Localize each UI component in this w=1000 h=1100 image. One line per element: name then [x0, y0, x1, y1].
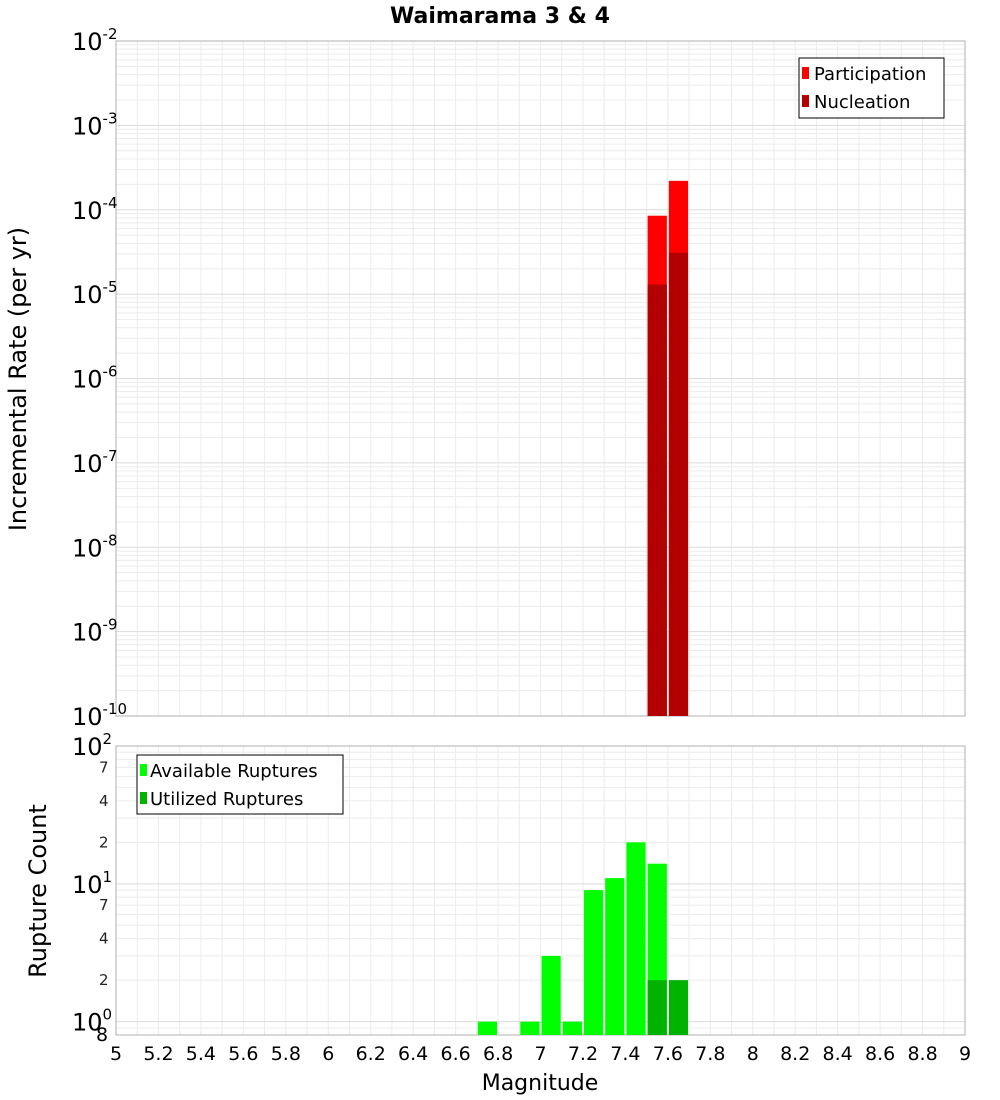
count-y-minor-label-3: 7	[99, 896, 109, 914]
legend-swatch-available	[140, 764, 147, 776]
magnitude-x-ticks: 5 5.2 5.4 5.6 5.8 6 6.2 6.4 6.6 6.8 7 7.2 7.4 7.6 7.8 8…	[110, 1043, 971, 1065]
count-y-minor-label-6: 7	[99, 758, 109, 776]
x-tick-label-5-4: 5.4	[186, 1043, 216, 1065]
x-tick-label-8-8: 8.8	[907, 1043, 937, 1065]
legend-label-participation: Participation	[814, 64, 926, 85]
x-tick-label-6-4: 6.4	[398, 1043, 428, 1065]
count-bar-available-ruptures-7.25	[583, 890, 604, 1035]
x-tick-label-5-2: 5.2	[143, 1043, 173, 1065]
count-bar-available-ruptures-6.75	[477, 1021, 498, 1035]
count-y-tick-label-2: 102	[72, 730, 112, 761]
count-y-tick-label-0: 100	[72, 1006, 112, 1037]
x-tick-label-8-4: 8.4	[823, 1043, 853, 1065]
legend-label-available: Available Ruptures	[150, 761, 318, 782]
legend-label-utilized: Utilized Ruptures	[150, 789, 303, 810]
x-tick-label-6-6: 6.6	[440, 1043, 470, 1065]
rate-y-tick-label-3: 10-3	[72, 109, 118, 140]
rate-bar-nucleation-7.65	[668, 252, 689, 716]
x-tick-label-7-4: 7.4	[610, 1043, 640, 1065]
count-plot-border	[115, 745, 966, 1036]
count-legend-box	[136, 754, 344, 815]
x-tick-label-6-2: 6.2	[356, 1043, 386, 1065]
rate-y-tick-label-4: 10-4	[72, 194, 118, 225]
count-y-axis-label: Rupture Count	[24, 804, 52, 978]
x-tick-label-7: 7	[534, 1043, 546, 1065]
count-bar-available-ruptures-7.05	[541, 955, 561, 1035]
rate-y-tick-label-5: 10-5	[72, 278, 118, 309]
rate-panel: 10-10 10-9 10-8 10-7 10-6 10-5 10-4 10-3 10-2 In…	[4, 25, 966, 731]
x-tick-label-8-6: 8.6	[865, 1043, 895, 1065]
count-y-minor-label-5: 4	[99, 792, 109, 810]
legend-label-nucleation: Nucleation	[814, 92, 910, 113]
x-tick-label-5: 5	[110, 1043, 122, 1065]
x-axis-label: Magnitude	[482, 1071, 599, 1096]
rate-legend-box	[798, 57, 945, 119]
rate-bar-nucleation-7.55	[647, 284, 667, 716]
x-tick-label-6-8: 6.8	[483, 1043, 513, 1065]
count-bar-available-ruptures-7.15	[562, 1021, 582, 1035]
rate-y-tick-label-7: 10-7	[72, 447, 118, 478]
count-y-minor-label-2: 4	[99, 930, 109, 948]
x-tick-label-7-2: 7.2	[568, 1043, 598, 1065]
rate-gridlines	[115, 41, 966, 717]
count-bar-available-ruptures-7.35	[605, 878, 625, 1035]
rate-plot-border	[115, 40, 966, 717]
count-panel: 100 101 102 8 2 4 7 2 4 7 5 5.2 5.4 5.6 5.8 6 6.2 6.4 6.6…	[24, 730, 971, 1096]
count-bars	[477, 842, 689, 1035]
count-y-minor-label-0: 8	[96, 1024, 108, 1046]
x-tick-label-9: 9	[959, 1043, 971, 1065]
x-tick-label-8: 8	[747, 1043, 759, 1065]
x-tick-label-6: 6	[322, 1043, 334, 1065]
legend-swatch-participation	[802, 67, 809, 79]
count-bar-utilized-ruptures-7.65	[668, 980, 689, 1035]
x-tick-label-7-6: 7.6	[653, 1043, 683, 1065]
rate-y-tick-label-10: 10-10	[72, 700, 127, 731]
rate-y-axis-label: Incremental Rate (per yr)	[4, 227, 32, 531]
count-y-ticks: 100 101 102 8 2 4 7 2 4 7	[72, 730, 112, 1046]
count-legend: Available Ruptures Utilized Ruptures	[136, 754, 344, 815]
x-tick-label-7-8: 7.8	[695, 1043, 725, 1065]
count-bar-available-ruptures-6.95	[520, 1021, 540, 1035]
rate-y-ticks: 10-10 10-9 10-8 10-7 10-6 10-5 10-4 10-3 10-2	[72, 25, 127, 731]
chart-title: Waimarama 3 & 4	[390, 4, 610, 29]
x-tick-label-5-6: 5.6	[228, 1043, 258, 1065]
rate-y-tick-label-9: 10-9	[72, 616, 118, 647]
legend-swatch-nucleation	[802, 95, 809, 107]
count-y-minor-label-1: 2	[99, 971, 109, 989]
rate-y-tick-label-2: 10-2	[72, 25, 118, 56]
rate-legend: Participation Nucleation	[798, 57, 945, 119]
count-y-minor-label-4: 2	[99, 833, 109, 851]
legend-swatch-utilized	[140, 792, 147, 804]
rate-bars	[647, 180, 689, 717]
count-bar-utilized-ruptures-7.55	[647, 980, 667, 1035]
count-bar-available-ruptures-7.45	[626, 842, 646, 1035]
rate-y-tick-label-6: 10-6	[72, 363, 118, 394]
x-tick-label-5-8: 5.8	[271, 1043, 301, 1065]
rate-y-tick-label-8: 10-8	[72, 531, 118, 562]
count-y-tick-label-1: 101	[72, 868, 112, 899]
x-tick-label-8-2: 8.2	[780, 1043, 810, 1065]
